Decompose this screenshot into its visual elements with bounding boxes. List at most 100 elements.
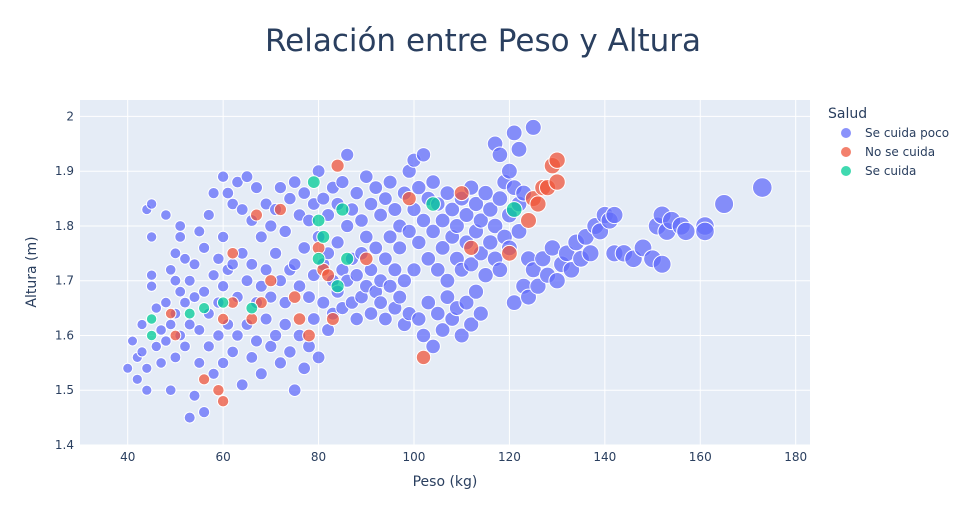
data-point	[306, 175, 321, 190]
axis-ticks: 40 60 80 100 120 140 160 180 1.4 1.5 1.6 1.7 1.8 1.9 2	[55, 109, 807, 464]
data-point	[183, 411, 196, 424]
data-point	[240, 274, 254, 288]
data-point	[302, 328, 316, 343]
data-point	[188, 291, 201, 304]
data-point	[198, 373, 211, 386]
data-point	[198, 285, 211, 298]
x-tick-label: 40	[120, 450, 135, 464]
legend-item[interactable]: Se cuida poco	[841, 126, 949, 140]
data-point	[179, 340, 191, 353]
data-point	[510, 140, 528, 158]
data-point	[254, 230, 268, 244]
legend-marker	[841, 128, 851, 138]
data-point	[259, 263, 273, 277]
y-tick-label: 1.4	[55, 438, 74, 452]
data-point	[520, 212, 537, 229]
data-point	[311, 251, 326, 266]
data-point	[368, 180, 384, 196]
data-point	[316, 229, 331, 244]
data-point	[387, 202, 403, 217]
data-point	[278, 224, 292, 239]
data-point	[382, 229, 398, 245]
legend-marker	[841, 166, 851, 176]
data-point	[524, 118, 542, 136]
x-tick-label: 120	[498, 450, 521, 464]
data-point	[292, 312, 307, 326]
data-point	[505, 201, 523, 218]
data-point	[297, 241, 312, 255]
data-point	[245, 312, 259, 326]
data-point	[207, 187, 220, 200]
data-point	[491, 261, 509, 279]
data-point	[127, 335, 138, 347]
data-point	[216, 356, 230, 370]
data-point	[382, 174, 398, 190]
data-point	[439, 272, 456, 289]
data-point	[425, 174, 441, 190]
data-point	[283, 191, 297, 206]
data-point	[349, 268, 364, 283]
data-point	[340, 251, 355, 266]
legend-item[interactable]: No se cuida	[841, 145, 935, 159]
data-point	[193, 356, 206, 369]
data-point	[297, 186, 312, 200]
data-point	[212, 329, 225, 342]
data-points	[122, 118, 773, 424]
data-point	[136, 346, 148, 358]
data-point	[250, 208, 263, 222]
data-point	[463, 239, 480, 256]
data-point	[188, 389, 201, 402]
data-point	[297, 361, 312, 376]
legend-item[interactable]: Se cuida	[841, 164, 916, 178]
data-point	[463, 316, 480, 333]
data-point	[164, 264, 177, 276]
data-point	[425, 338, 441, 355]
data-point	[179, 252, 191, 265]
data-point	[316, 295, 331, 310]
data-point	[245, 351, 259, 364]
data-point	[216, 170, 230, 183]
data-point	[520, 288, 537, 306]
data-point	[321, 268, 336, 283]
data-point	[259, 312, 273, 326]
data-point	[264, 219, 278, 233]
data-point	[359, 169, 374, 184]
legend-label: Se cuida	[865, 164, 916, 178]
data-point	[430, 262, 446, 278]
data-point	[145, 329, 158, 342]
data-point	[581, 244, 600, 263]
data-point	[141, 384, 153, 396]
data-point	[155, 357, 167, 369]
data-point	[160, 335, 172, 347]
data-point	[316, 191, 331, 206]
data-point	[392, 289, 408, 305]
chart-title: Relación entre Peso y Altura	[265, 23, 701, 59]
series-se-cuida	[145, 175, 523, 342]
data-point	[548, 272, 566, 290]
data-point	[235, 203, 249, 216]
data-point	[164, 318, 177, 331]
data-point	[378, 191, 393, 207]
data-point	[287, 383, 302, 398]
data-point	[202, 208, 215, 222]
data-point	[505, 294, 523, 312]
data-point	[463, 256, 480, 273]
data-point	[396, 273, 412, 289]
data-point	[278, 317, 292, 332]
data-point	[354, 213, 369, 228]
data-point	[359, 229, 374, 245]
y-tick-label: 2	[66, 109, 74, 123]
data-point	[373, 207, 389, 223]
data-point	[216, 280, 230, 293]
data-point	[425, 196, 441, 212]
data-point	[145, 198, 158, 210]
data-point	[164, 384, 177, 397]
data-point	[136, 318, 148, 331]
y-tick-label: 1.5	[55, 383, 74, 397]
data-point	[198, 406, 211, 419]
data-point	[226, 197, 239, 211]
data-point	[283, 345, 297, 359]
data-point	[501, 244, 518, 262]
data-point	[330, 158, 345, 173]
data-point	[287, 290, 302, 304]
